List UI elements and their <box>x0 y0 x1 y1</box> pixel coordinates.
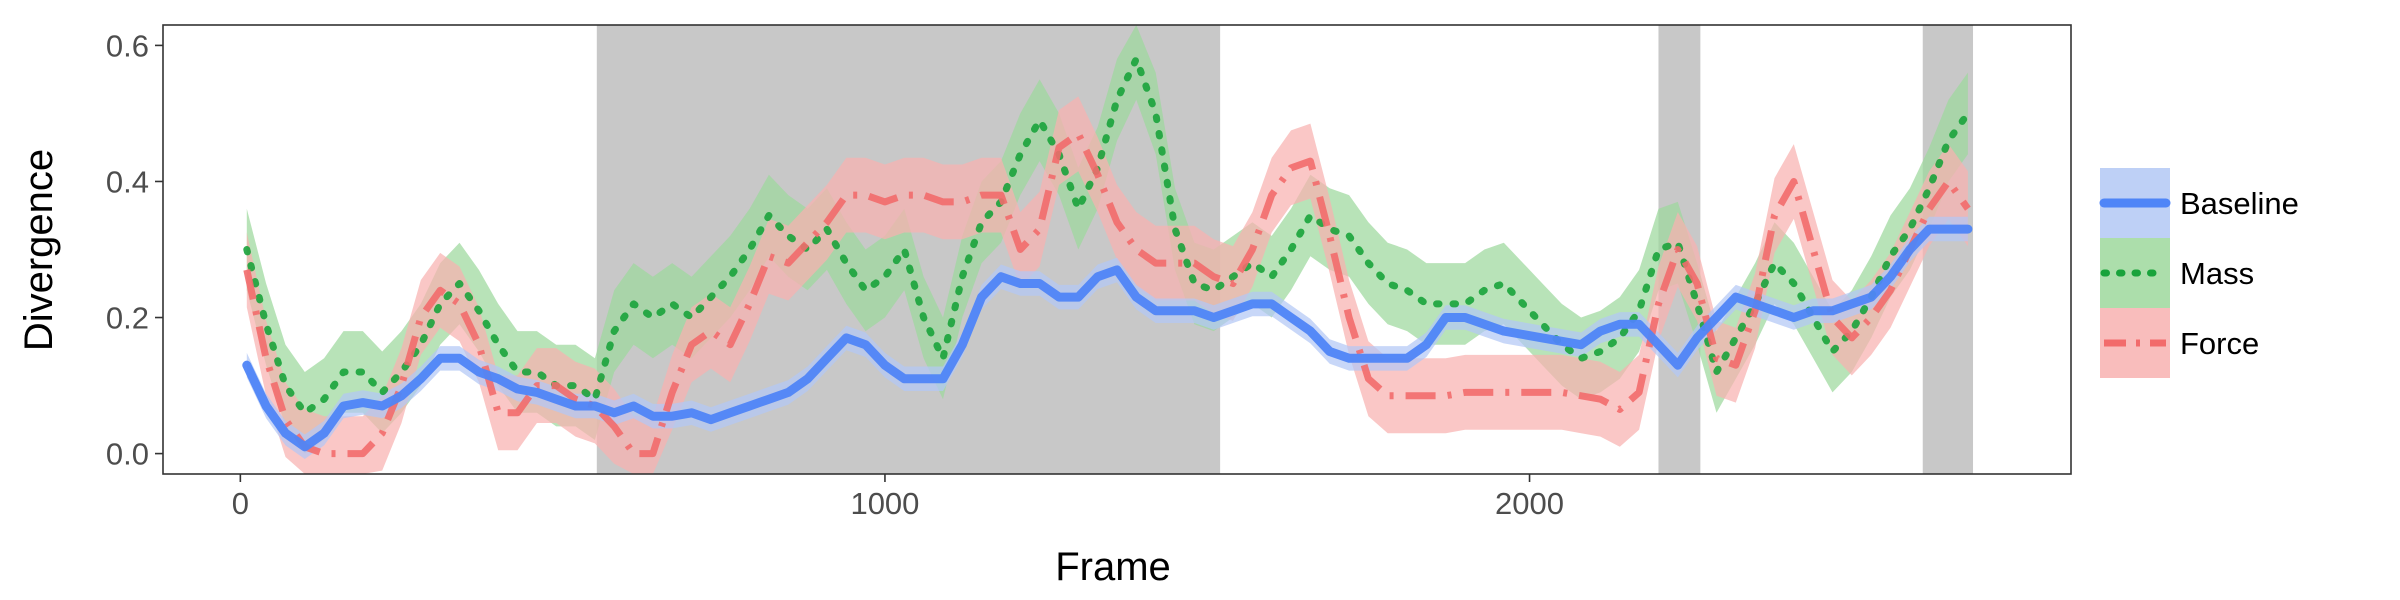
band-baseline <box>246 216 1968 459</box>
series-lines <box>242 55 1973 458</box>
legend-item-baseline: Baseline <box>2099 168 2299 238</box>
band-force <box>246 96 1968 475</box>
y-axis-ticks: 0.0 0.2 0.4 0.6 <box>106 28 163 472</box>
y-tick-label: 0.2 <box>106 301 149 336</box>
x-tick-label: 0 <box>232 486 249 521</box>
legend-item-force: Force <box>2100 308 2259 378</box>
legend-label: Force <box>2180 326 2259 361</box>
plot-panel-border <box>162 24 2072 475</box>
y-tick-label: 0.6 <box>106 28 149 63</box>
legend-label: Baseline <box>2180 186 2299 221</box>
legend-label: Mass <box>2180 256 2254 291</box>
line-baseline <box>242 224 1973 452</box>
x-axis-title: Frame <box>1055 545 1171 589</box>
y-axis-title: Divergence <box>17 149 61 351</box>
y-tick-label: 0.0 <box>106 437 149 472</box>
x-axis-ticks: 0 1000 2000 <box>232 474 1564 521</box>
x-tick-label: 2000 <box>1495 486 1564 521</box>
legend: Baseline Mass Force <box>2099 168 2299 378</box>
x-tick-label: 1000 <box>850 486 919 521</box>
y-tick-label: 0.4 <box>106 164 149 199</box>
confidence-bands <box>246 25 1968 475</box>
legend-item-mass: Mass <box>2100 238 2254 308</box>
